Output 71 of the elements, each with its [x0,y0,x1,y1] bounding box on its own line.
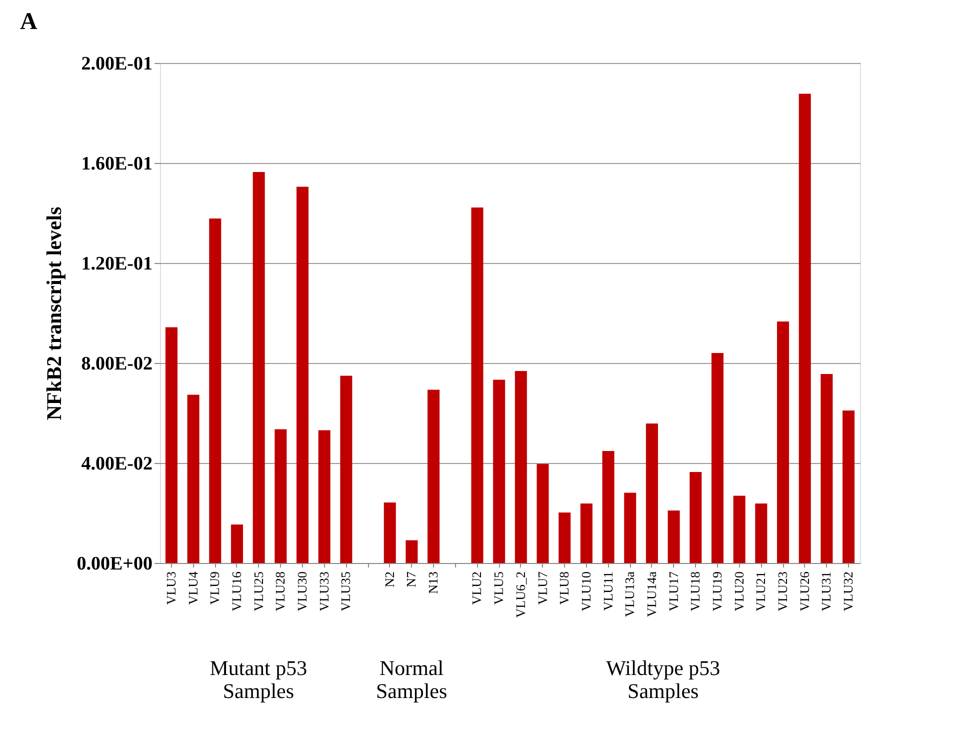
x-tick-label: VLU31 [818,572,834,612]
x-tick-label: VLU6_2 [512,572,528,618]
x-tick-label: VLU3 [163,572,178,605]
bar [624,492,636,563]
x-tick-label: VLU28 [272,572,288,612]
x-tick-label: N2 [382,572,397,588]
x-tick-label: VLU13a [622,571,638,617]
bar [798,94,811,563]
x-tick-label: VLU14a [644,571,659,617]
x-tick-label: VLU8 [556,572,572,605]
x-tick-label: VLU9 [207,572,222,605]
x-tick-label: VLU7 [534,571,550,605]
x-tick-label: VLU35 [338,572,354,612]
x-tick-label: VLU23 [775,572,790,612]
chart-title: A [20,9,38,35]
bar [514,371,527,563]
y-tick-label: 8.00E-02 [81,354,152,374]
x-tick-label: VLU32 [840,572,856,612]
bar [340,376,352,563]
x-tick-label: N7 [404,571,419,588]
x-tick-label: VLU2 [469,572,484,605]
bar [755,504,768,563]
text: Normal Samples [376,656,448,703]
x-tick-label: VLU4 [185,571,200,605]
x-tick-label: VLU18 [688,572,703,612]
y-tick-label: 1.60E-01 [81,154,152,174]
bar [471,208,484,563]
bar [711,353,724,563]
x-tick-label: VLU30 [294,572,310,612]
bar [252,172,265,563]
x-tick-label: VLU17 [666,571,681,612]
y-tick-label: 1.20E-01 [81,254,152,274]
bar [668,510,680,563]
bar [384,502,396,563]
x-tick-label: VLU26 [796,571,812,612]
bar [165,327,178,563]
bar [187,394,200,563]
x-tick-label: VLU21 [753,572,768,612]
bar [318,430,330,563]
bar [428,390,440,563]
x-tick-label: N13 [426,572,441,594]
x-tick-label: VLU5 [491,572,506,605]
x-tick-label: VLU33 [316,572,332,612]
bar [777,322,790,563]
y-tick-label: 2.00E-01 [81,54,152,74]
bar [842,410,855,563]
y-axis-title: NFkB2 transcript levels [42,206,66,420]
x-tick-label: VLU19 [709,572,724,612]
y-tick-label: 4.00E-02 [81,454,152,474]
x-tick-label: VLU16 [228,571,244,612]
bar [536,464,549,563]
bar [209,218,222,563]
bar [820,374,833,563]
bar [406,540,418,563]
y-tick-label: 0.00E+00 [76,554,152,574]
x-tick-label: VLU25 [250,572,266,612]
bar [230,524,243,563]
text: Wildtype p53 Samples [606,656,720,703]
text: Mutant p53 Samples [210,656,308,703]
bar [602,451,614,563]
x-tick-label: VLU10 [578,572,594,612]
bar [690,472,702,563]
x-tick-label: VLU20 [731,572,746,612]
bar [493,380,506,563]
x-tick-label: VLU11 [600,572,616,611]
bar [733,496,746,563]
bar [274,429,287,563]
bar [646,424,658,563]
bar [296,186,309,563]
bar [558,512,571,563]
bar [580,504,592,563]
